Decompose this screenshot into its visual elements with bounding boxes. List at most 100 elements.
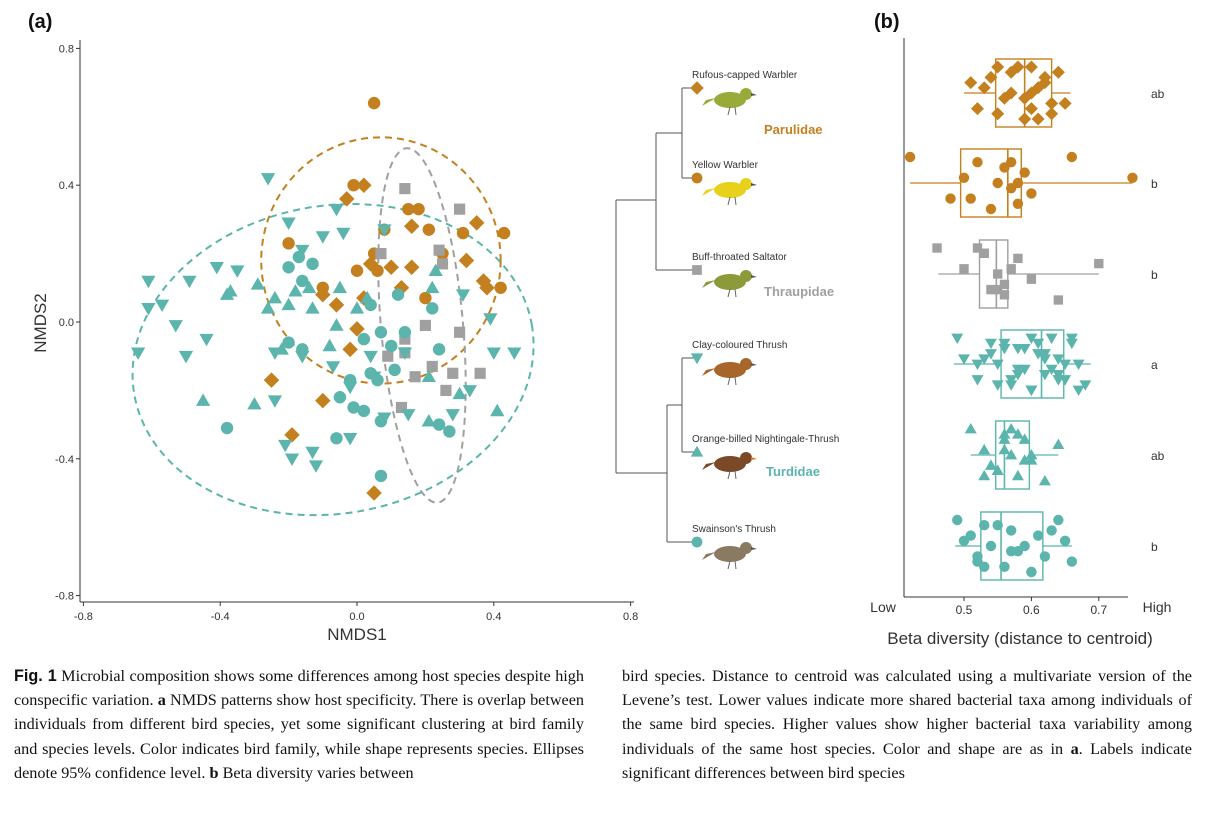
caption-a-text: NMDS patterns show host specificity. The…: [14, 691, 585, 782]
point-clay-coloured-thrush: [154, 299, 170, 313]
point-clay-coloured-thrush: [315, 231, 330, 244]
b-point: [979, 520, 990, 531]
point-clay-coloured-thrush: [168, 320, 183, 333]
point-swainson-s-thrush: [398, 326, 412, 339]
b-point: [1005, 157, 1017, 168]
b-x-tick-label: 0.5: [956, 603, 973, 617]
x-axis-title: NMDS1: [327, 625, 387, 644]
point-yellow-warbler: [350, 264, 364, 277]
point-swainson-s-thrush: [357, 404, 371, 418]
significance-label: ab: [1151, 449, 1165, 463]
b-point: [964, 76, 978, 90]
point-rufous-capped-warbler: [342, 341, 358, 358]
species-name: Swainson's Thrush: [692, 524, 776, 535]
b-point: [965, 530, 976, 541]
point-yellow-warbler: [347, 179, 360, 192]
b-point: [978, 469, 991, 481]
caption-intro: Microbial composition shows some differe…: [14, 667, 584, 710]
caption-b-text-left: Beta diversity varies between: [218, 763, 414, 782]
b-point: [1013, 253, 1023, 264]
point-orange-billed-nightingale-thrush: [322, 338, 337, 352]
b-point: [1025, 449, 1038, 460]
swainsons-thrush-icon: [702, 542, 757, 570]
b-point: [1004, 86, 1018, 100]
point-clay-coloured-thrush: [486, 347, 501, 360]
b-point: [1024, 60, 1038, 74]
species-marker: [690, 81, 704, 95]
point-swainson-s-thrush: [432, 418, 446, 431]
clay-coloured-thrush-icon: [702, 358, 757, 386]
bird-leg: [727, 106, 731, 116]
bird-leg: [727, 560, 731, 570]
b-point: [1053, 514, 1064, 526]
point-clay-coloured-thrush: [401, 409, 416, 422]
y-tick-label: -0.4: [55, 454, 74, 466]
point-orange-billed-nightingale-thrush: [219, 287, 235, 300]
point-buff-throated-saltator: [440, 384, 452, 396]
x-axis-ticks: -0.8 -0.4 0.0 0.4 0.8: [74, 602, 638, 623]
b-point: [1006, 264, 1016, 274]
point-orange-billed-nightingale-thrush: [288, 284, 303, 297]
species-marker: [691, 172, 703, 184]
b-point: [1019, 540, 1030, 552]
point-rufous-capped-warbler: [328, 297, 345, 313]
point-yellow-warbler: [422, 223, 436, 236]
point-buff-throated-saltator: [399, 183, 411, 195]
significance-label: b: [1151, 540, 1158, 554]
b-point: [1005, 525, 1017, 536]
point-clay-coloured-thrush: [343, 433, 358, 446]
species-marker: [690, 445, 704, 457]
b-x-axis-title: Beta diversity (distance to centroid): [887, 629, 1153, 648]
nmds-points: [130, 96, 522, 501]
caption-b-label: b: [209, 763, 219, 782]
point-yellow-warbler: [402, 202, 415, 216]
species-marker: [691, 536, 703, 548]
b-point: [1066, 556, 1078, 567]
b-point: [1039, 551, 1051, 562]
point-rufous-capped-warbler: [458, 252, 475, 269]
caption-right-column: bird species. Distance to centroid was c…: [622, 664, 1192, 785]
point-orange-billed-nightingale-thrush: [332, 280, 348, 294]
bird-head: [740, 88, 752, 100]
b-point: [1005, 375, 1018, 386]
b-point: [1038, 70, 1052, 84]
b-point: [1012, 198, 1024, 209]
species-marker: [690, 353, 704, 365]
point-swainson-s-thrush: [374, 326, 388, 339]
b-point: [1072, 385, 1085, 396]
point-clay-coloured-thrush: [281, 217, 296, 230]
b-point: [1031, 112, 1045, 126]
b-point: [1032, 530, 1044, 541]
species-name: Orange-billed Nightingale-Thrush: [692, 434, 839, 445]
point-swainson-s-thrush: [306, 257, 319, 271]
point-orange-billed-nightingale-thrush: [247, 396, 262, 410]
point-yellow-warbler: [371, 264, 384, 277]
point-rufous-capped-warbler: [468, 215, 485, 231]
point-rufous-capped-warbler: [383, 259, 399, 276]
point-rufous-capped-warbler: [263, 372, 280, 388]
b-point: [1011, 428, 1024, 439]
b-point: [1018, 91, 1032, 105]
low-label: Low: [870, 599, 897, 615]
b-point: [1045, 364, 1058, 376]
point-buff-throated-saltator: [474, 367, 486, 379]
b-point: [959, 264, 969, 274]
point-buff-throated-saltator: [419, 319, 431, 331]
point-swainson-s-thrush: [364, 298, 377, 312]
b-point: [1011, 369, 1024, 381]
point-clay-coloured-thrush: [445, 409, 460, 422]
point-buff-throated-saltator: [426, 360, 438, 373]
b-point: [1018, 433, 1031, 444]
family-label-thraupidae: Thraupidae: [764, 284, 834, 299]
b-point: [1059, 359, 1072, 370]
point-swainson-s-thrush: [432, 343, 446, 356]
point-yellow-warbler: [367, 96, 381, 110]
b-point: [958, 172, 970, 183]
b-point: [984, 70, 998, 84]
b-point: [986, 284, 996, 295]
y-axis-title: NMDS2: [31, 293, 50, 353]
point-yellow-warbler: [282, 237, 295, 250]
b-point: [977, 81, 991, 95]
point-orange-billed-nightingale-thrush: [349, 301, 365, 314]
b-point: [1058, 96, 1072, 110]
